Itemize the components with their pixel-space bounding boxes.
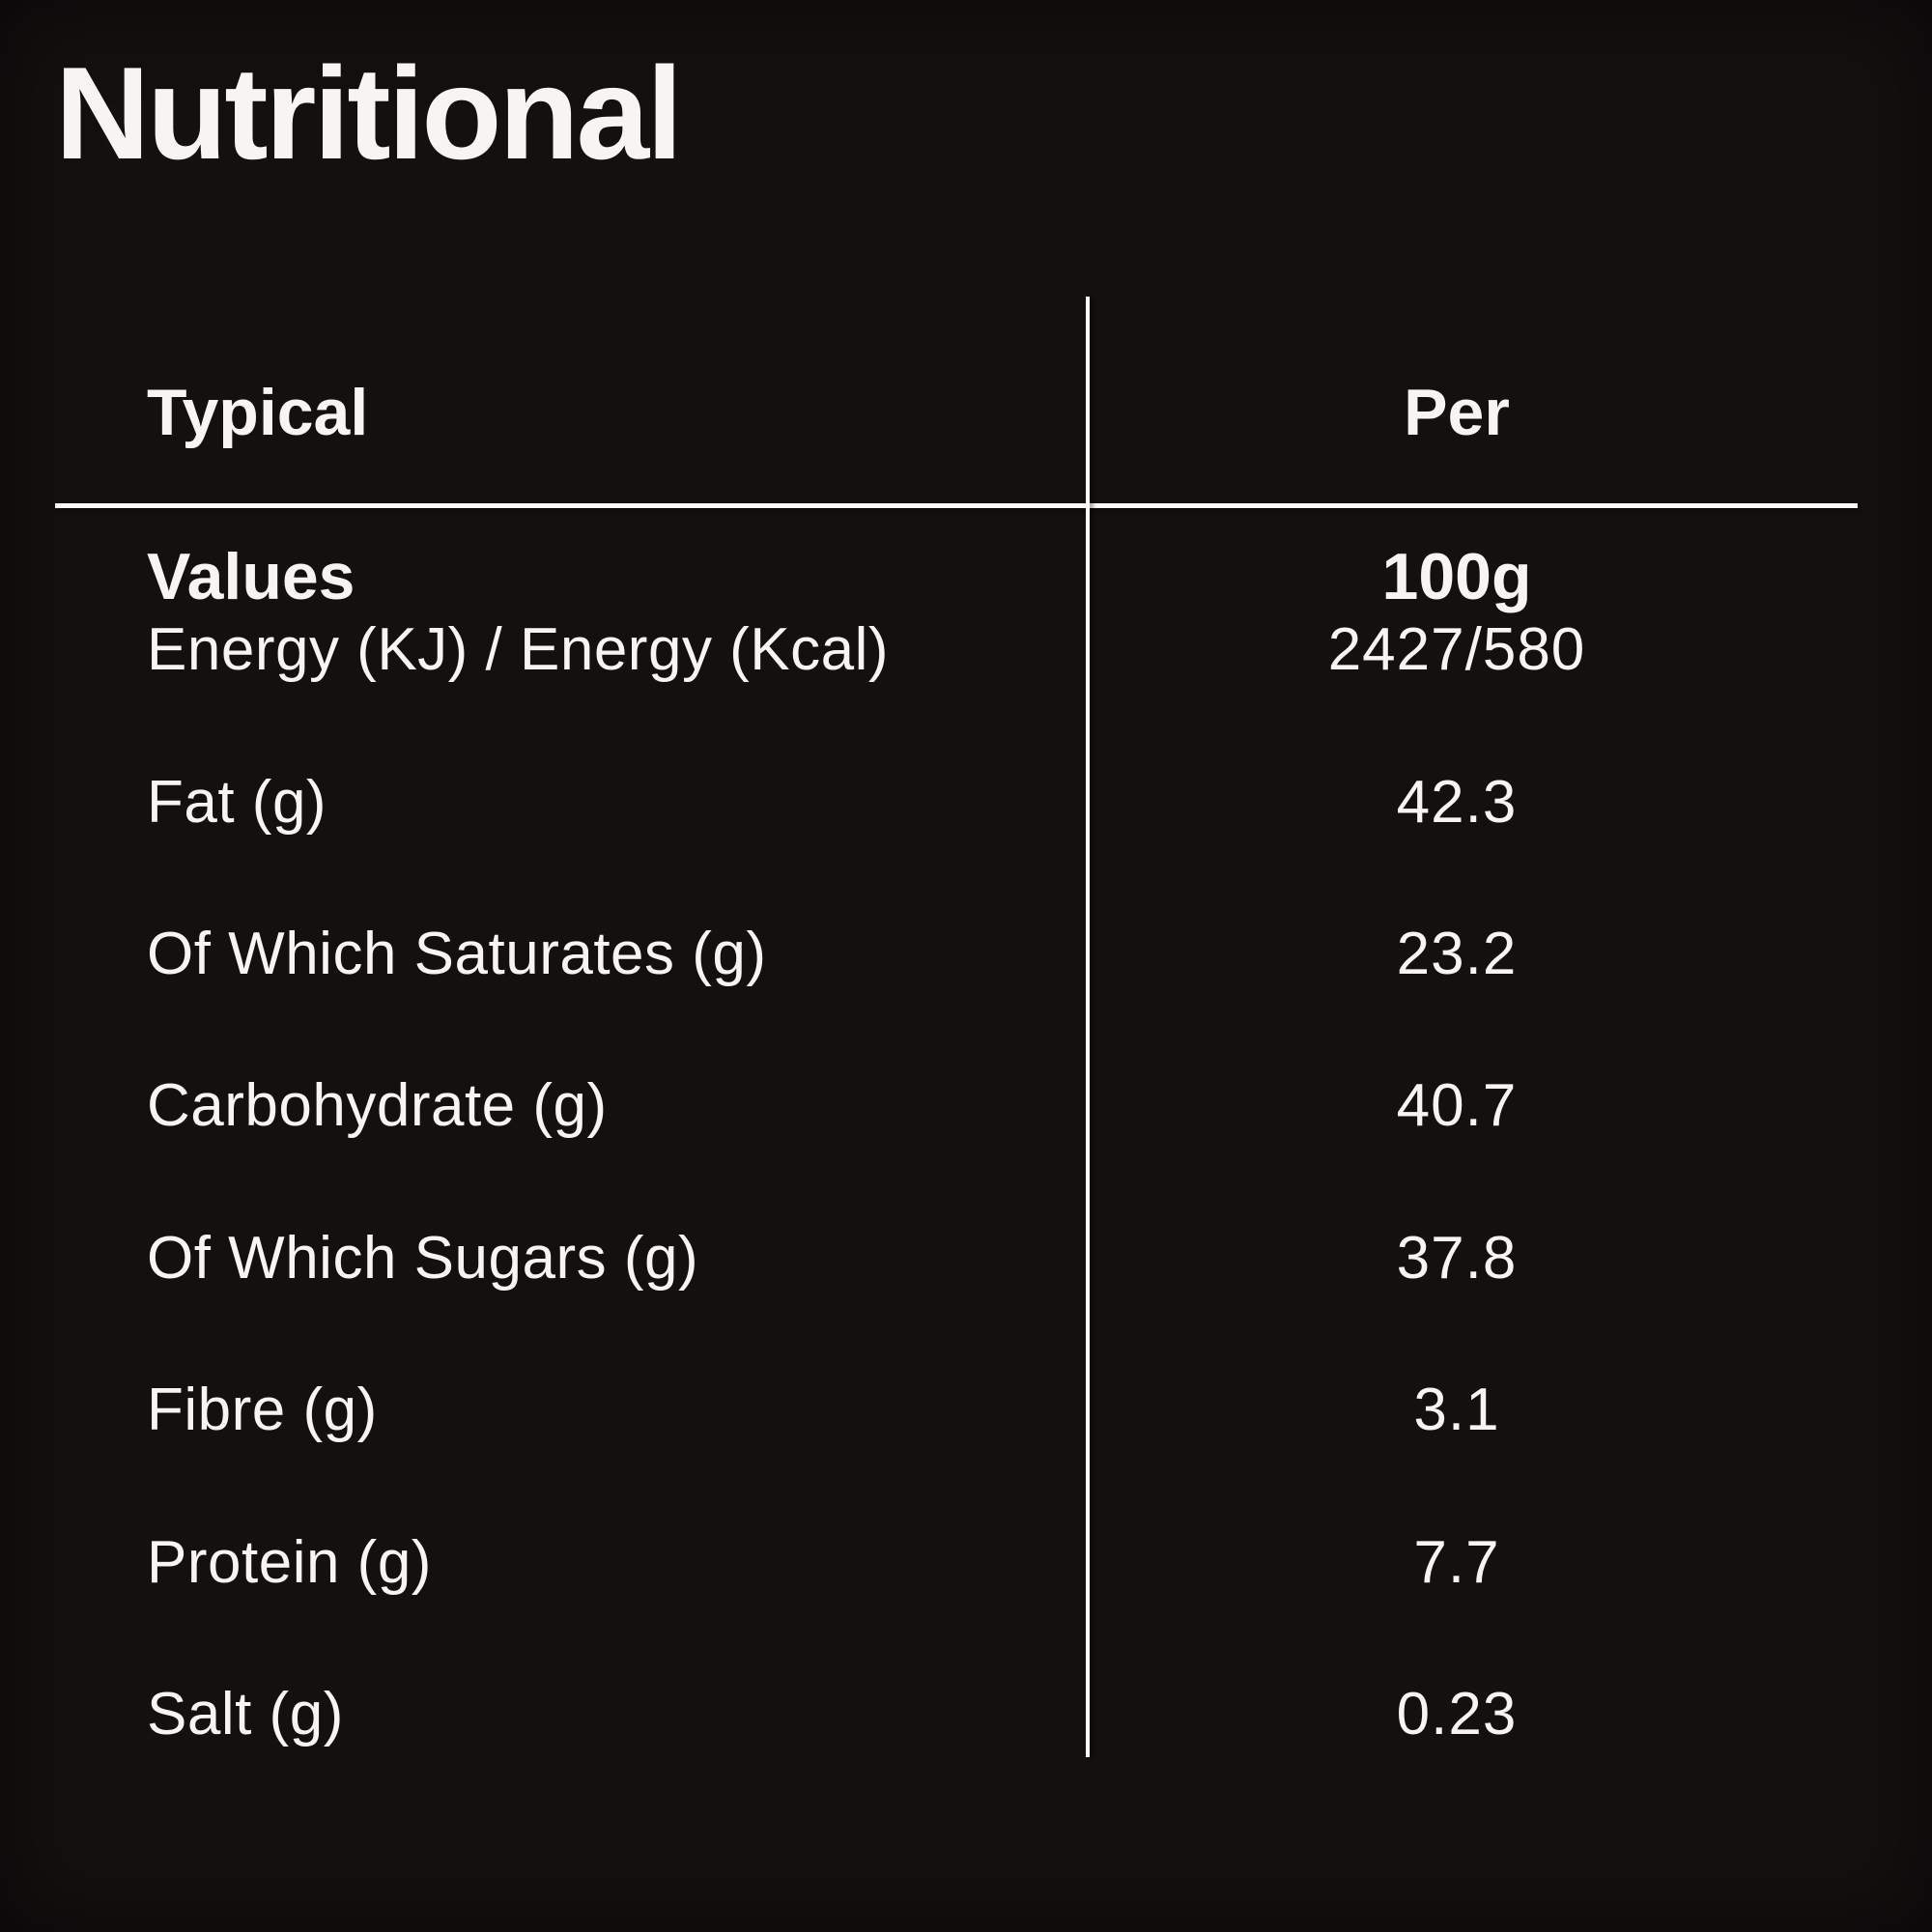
row-label: Protein (g) (147, 1528, 432, 1596)
row-label: Salt (g) (147, 1680, 344, 1747)
table-row: Energy (KJ) / Energy (Kcal) 2427/580 (0, 574, 1932, 725)
row-label: Energy (KJ) / Energy (Kcal) (147, 616, 890, 684)
row-label: Of Which Sugars (g) (147, 1224, 699, 1292)
column-header-per-100g: Per 100g (1088, 290, 1826, 618)
row-value: 3.1 (1413, 1377, 1500, 1444)
table-row: Carbohydrate (g) 40.7 (0, 1030, 1932, 1181)
row-value: 37.8 (1396, 1224, 1518, 1292)
column-divider-line (1086, 297, 1090, 1757)
table-row: Fibre (g) 3.1 (0, 1334, 1932, 1486)
table-row: Fat (g) 42.3 (0, 725, 1932, 877)
header-divider-line (55, 503, 1858, 508)
row-label: Of Which Saturates (g) (147, 920, 767, 987)
row-label: Fat (g) (147, 768, 327, 836)
column-header-typical-line2: Values (147, 540, 355, 613)
table-row: Of Which Sugars (g) 37.8 (0, 1182, 1932, 1334)
column-header-per-line1: Per (1404, 376, 1510, 449)
row-value: 2427/580 (1327, 616, 1586, 684)
page-title: Nutritional (55, 40, 683, 186)
table-row: Salt (g) 0.23 (0, 1638, 1932, 1790)
column-header-per-line2: 100g (1381, 540, 1532, 613)
row-label: Carbohydrate (g) (147, 1072, 608, 1140)
column-header-typical-line1: Typical (147, 376, 369, 449)
row-value: 0.23 (1396, 1680, 1518, 1747)
table-body: Energy (KJ) / Energy (Kcal) 2427/580 Fat… (0, 574, 1932, 1790)
row-value: 7.7 (1413, 1528, 1500, 1596)
table-row: Of Which Saturates (g) 23.2 (0, 878, 1932, 1030)
row-value: 40.7 (1396, 1072, 1518, 1140)
row-value: 23.2 (1396, 920, 1518, 987)
row-label: Fibre (g) (147, 1377, 378, 1444)
row-value: 42.3 (1396, 768, 1518, 836)
column-header-typical-values: Typical Values (147, 290, 368, 618)
table-row: Protein (g) 7.7 (0, 1486, 1932, 1637)
